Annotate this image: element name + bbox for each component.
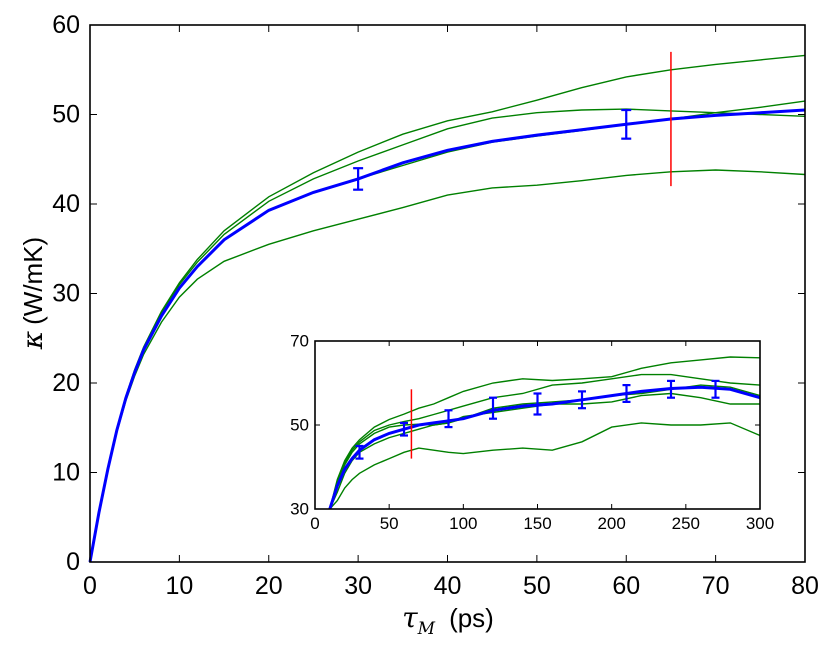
- main-x-tick-label: 70: [702, 572, 730, 600]
- inset-x-tick-label: 250: [672, 514, 700, 533]
- inset-x-tick-label: 200: [597, 514, 625, 533]
- main-axis-ticks: 0 10 20 30 40 50 60 70 80 0 10 20 30 40 50 60: [52, 11, 819, 600]
- main-x-tick-label: 0: [83, 572, 97, 600]
- x-axis-symbol: τ: [402, 601, 418, 634]
- inset-error-bar: [667, 379, 675, 399]
- inset-error-bar: [400, 421, 408, 437]
- main-series-mean: [88, 108, 806, 563]
- inset-x-tick-label: 50: [380, 514, 399, 533]
- main-y-tick-label: 60: [52, 11, 80, 39]
- inset-y-tick-label: 70: [290, 332, 309, 351]
- main-x-tick-label: 60: [612, 572, 640, 600]
- inset-error-bar: [489, 396, 497, 420]
- main-error-bar: [621, 108, 632, 140]
- inset-y-tick-label: 30: [290, 500, 309, 519]
- main-y-tick-label: 50: [52, 101, 80, 129]
- main-y-tick-label: 30: [52, 280, 80, 308]
- inset-plot: 0 50 100 150 200 250 300 30 50 70: [290, 332, 774, 534]
- inset-x-tick-label: 150: [523, 514, 551, 533]
- main-series-group: [88, 54, 806, 563]
- main-x-tick-label: 30: [344, 572, 372, 600]
- inset-x-tick-label: 300: [746, 514, 774, 533]
- inset-error-bar: [355, 444, 364, 460]
- x-axis-unit: (ps): [449, 603, 494, 633]
- inset-series-run-5: [329, 422, 761, 510]
- main-y-axis-title: κ (W/mK): [16, 237, 49, 350]
- inset-y-tick-label: 50: [290, 416, 309, 435]
- inset-series-mean: [328, 385, 761, 510]
- x-axis-subscript: M: [417, 619, 436, 639]
- main-x-tick-label: 10: [165, 572, 193, 600]
- y-axis-symbol: κ: [16, 331, 49, 350]
- inset-series-run-1: [329, 356, 761, 510]
- inset-error-bars: [355, 379, 720, 460]
- main-x-tick-label: 40: [434, 572, 462, 600]
- inset-error-bar: [622, 384, 631, 403]
- inset-x-tick-label: 0: [310, 514, 319, 533]
- main-y-tick-label: 20: [52, 369, 80, 397]
- inset-x-tick-label: 100: [449, 514, 477, 533]
- main-x-axis-title: τM (ps): [402, 601, 494, 639]
- inset-series-group: [328, 356, 761, 510]
- inset-error-bar: [533, 392, 542, 416]
- main-x-tick-label: 20: [255, 572, 283, 600]
- main-error-bar: [353, 167, 364, 191]
- inset-error-bar: [444, 409, 453, 429]
- inset-error-bar: [711, 379, 720, 399]
- inset-axis-ticks: 0 50 100 150 200 250 300 30 50 70: [290, 332, 774, 534]
- main-y-tick-label: 0: [66, 548, 80, 576]
- main-x-tick-label: 50: [523, 572, 551, 600]
- inset-error-bar: [578, 390, 586, 410]
- main-y-tick-label: 40: [52, 190, 80, 218]
- y-axis-unit: (W/mK): [18, 237, 48, 325]
- main-error-bars: [353, 108, 632, 191]
- main-y-tick-label: 10: [52, 459, 80, 487]
- main-x-tick-label: 80: [791, 572, 819, 600]
